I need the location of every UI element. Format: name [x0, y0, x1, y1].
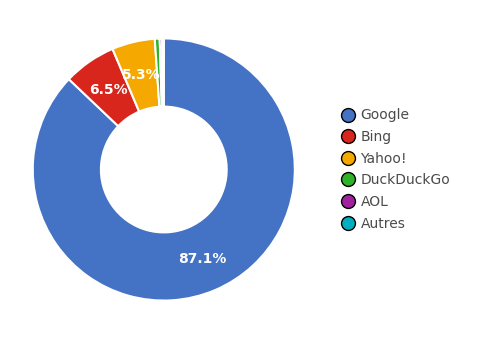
Text: 87.1%: 87.1% — [178, 252, 226, 266]
Text: 5.3%: 5.3% — [122, 68, 160, 82]
Wedge shape — [69, 49, 139, 126]
Wedge shape — [162, 38, 164, 106]
Legend: Google, Bing, Yahoo!, DuckDuckGo, AOL, Autres: Google, Bing, Yahoo!, DuckDuckGo, AOL, A… — [341, 108, 450, 231]
Wedge shape — [160, 38, 163, 107]
Wedge shape — [33, 38, 295, 301]
Text: 6.5%: 6.5% — [89, 83, 128, 97]
Wedge shape — [112, 39, 159, 112]
Wedge shape — [155, 39, 162, 107]
